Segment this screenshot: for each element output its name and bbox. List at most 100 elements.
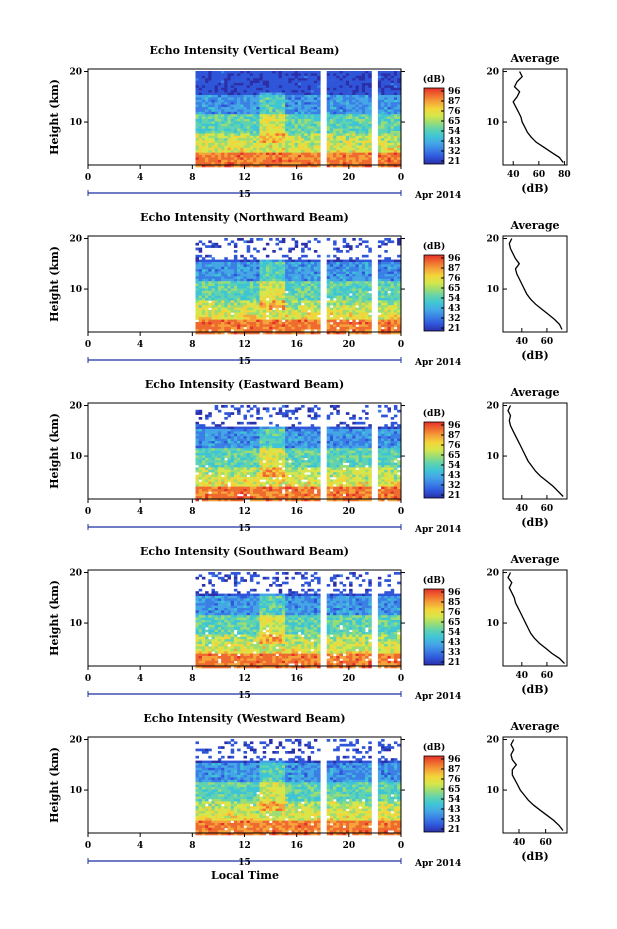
heatmap-cell <box>224 99 228 103</box>
heatmap-cell <box>272 133 276 137</box>
heatmap-cell <box>269 288 273 292</box>
heatmap-cell <box>342 305 347 308</box>
heatmap-cell <box>221 455 225 459</box>
heatmap-cell <box>275 310 279 313</box>
heatmap-cell <box>397 123 401 127</box>
heatmap-cell <box>246 99 251 103</box>
heatmap-cell <box>214 274 219 277</box>
heatmap-cell <box>240 489 244 492</box>
heatmap-cell <box>211 431 215 435</box>
heatmap-cell <box>233 242 238 246</box>
heatmap-cell <box>381 312 385 316</box>
heatmap-cell <box>336 104 340 108</box>
heatmap-cell <box>269 90 273 93</box>
heatmap-cell <box>224 71 228 74</box>
heatmap-cell <box>265 147 270 151</box>
heatmap-cell <box>288 247 292 251</box>
heatmap-cell <box>297 128 302 132</box>
heatmap-cell <box>345 307 350 311</box>
heatmap-cell <box>198 462 203 466</box>
heatmap-cell <box>233 107 238 110</box>
heatmap-cell <box>249 326 254 330</box>
heatmap-cell <box>246 131 251 134</box>
heatmap-cell <box>285 317 289 320</box>
heatmap-cell <box>281 147 286 151</box>
heatmap-cell <box>345 128 350 132</box>
heatmap-cell <box>205 92 209 96</box>
heatmap-cell <box>294 307 299 311</box>
heatmap-cell <box>313 164 318 168</box>
heatmap-cell <box>278 271 283 275</box>
heatmap-cell <box>329 121 334 125</box>
heatmap-cell <box>358 83 363 86</box>
heatmap-cell <box>301 138 305 141</box>
heatmap-cell <box>387 123 391 127</box>
heatmap-cell <box>253 123 257 127</box>
heatmap-cell <box>365 271 369 275</box>
heatmap-cell <box>377 278 382 282</box>
heatmap-cell <box>224 300 228 304</box>
heatmap-cell <box>249 126 254 129</box>
heatmap-cell <box>221 331 225 335</box>
heatmap-cell <box>230 266 235 270</box>
heatmap-cell <box>275 75 279 79</box>
heatmap-cell <box>368 326 372 330</box>
heatmap-cell <box>384 85 388 89</box>
heatmap-cell <box>281 288 286 292</box>
heatmap-cell <box>387 310 391 313</box>
heatmap-cell <box>262 302 267 306</box>
heatmap-cell <box>253 155 257 158</box>
heatmap-cell <box>365 80 369 84</box>
heatmap-cell <box>230 107 235 110</box>
heatmap-cell <box>227 95 231 98</box>
heatmap-cell <box>294 293 299 296</box>
heatmap-cell <box>214 109 219 113</box>
heatmap-cell <box>285 150 289 153</box>
heatmap-cell <box>384 150 388 153</box>
heatmap-cell <box>310 138 315 141</box>
heatmap-cell <box>390 143 395 146</box>
heatmap-cell <box>345 274 350 277</box>
heatmap-cell <box>272 262 276 265</box>
heatmap-cell <box>198 295 203 299</box>
heatmap-cell <box>381 307 385 311</box>
heatmap-cell <box>198 240 203 244</box>
heatmap-cell <box>381 324 385 328</box>
heatmap-cell <box>198 412 203 415</box>
heatmap-cell <box>368 123 372 127</box>
heatmap-cell <box>256 99 260 103</box>
heatmap-cell <box>237 322 241 325</box>
heatmap-cell <box>198 317 203 320</box>
heatmap-cell <box>224 92 228 96</box>
heatmap-cell <box>326 300 331 304</box>
heatmap-cell <box>198 288 203 292</box>
heatmap-cell <box>227 412 231 415</box>
heatmap-cell <box>387 128 391 132</box>
heatmap-cell <box>358 107 363 110</box>
heatmap-cell <box>259 123 263 127</box>
heatmap-cell <box>278 155 283 158</box>
heatmap-cell <box>387 135 391 139</box>
heatmap-cell <box>221 150 225 153</box>
heatmap-cell <box>214 493 219 497</box>
heatmap-cell <box>329 145 334 149</box>
heatmap-cell <box>233 75 238 79</box>
heatmap-cell <box>198 126 203 129</box>
heatmap-cell <box>381 109 385 113</box>
heatmap-cell <box>397 104 401 108</box>
heatmap-cell <box>297 322 302 325</box>
heatmap-cell <box>227 116 231 120</box>
heatmap-cell <box>285 314 289 318</box>
heatmap-cell <box>237 259 241 263</box>
heatmap-cell <box>393 293 398 296</box>
heatmap-cell <box>230 269 235 272</box>
heatmap-cell <box>233 326 238 330</box>
heatmap-cell <box>224 145 228 149</box>
heatmap-cell <box>262 264 267 268</box>
heatmap-cell <box>352 95 356 98</box>
heatmap-cell <box>339 331 343 335</box>
heatmap-cell <box>221 445 225 449</box>
heatmap-cell <box>329 147 334 151</box>
heatmap-cell <box>281 78 286 81</box>
heatmap-cell <box>333 266 337 270</box>
